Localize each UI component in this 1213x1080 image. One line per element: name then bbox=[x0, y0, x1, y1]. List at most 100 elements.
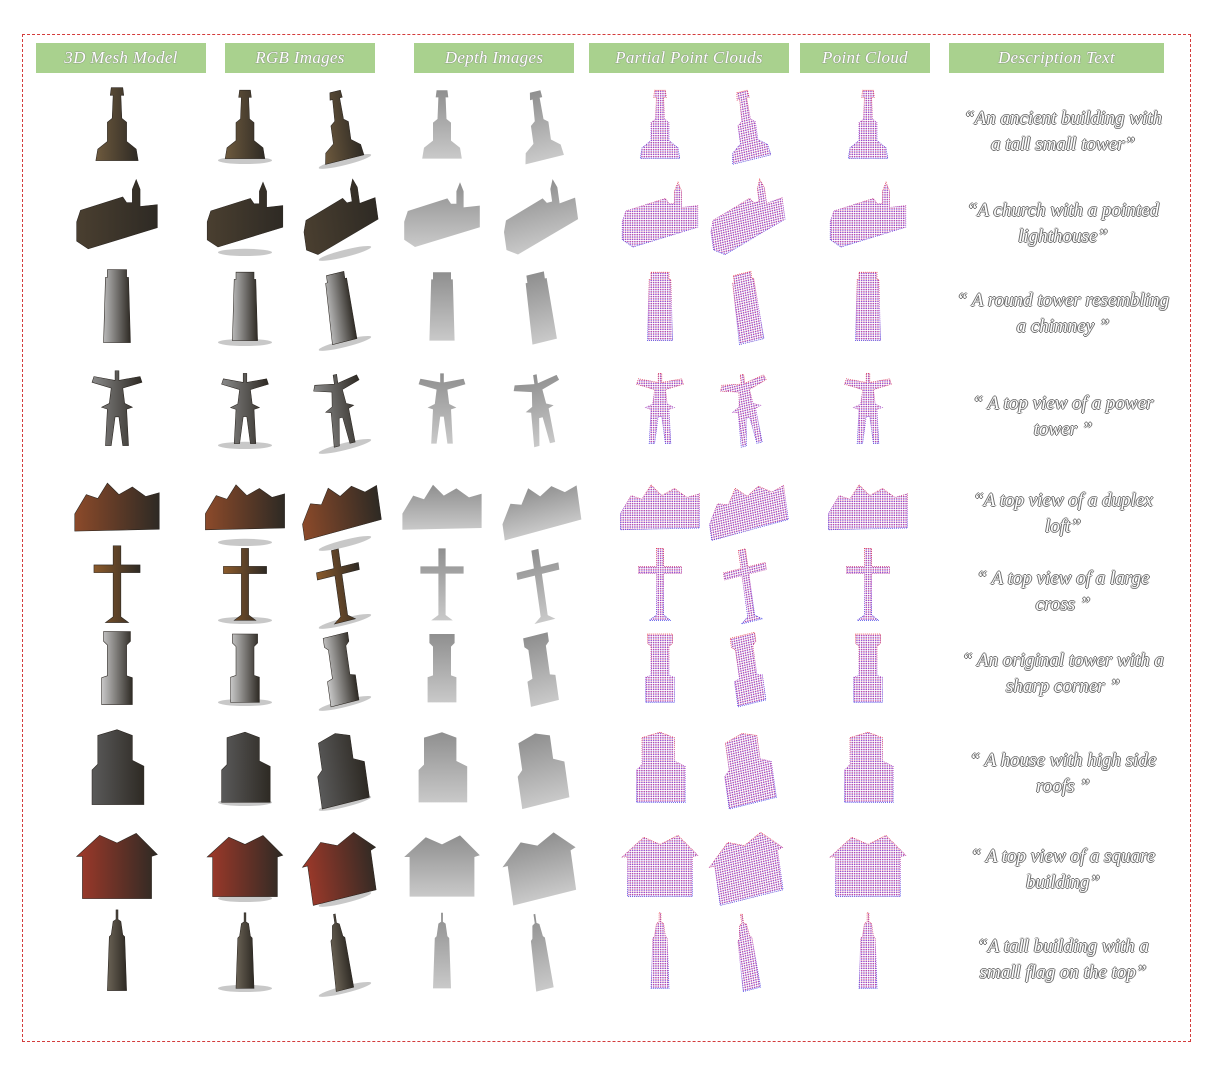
thumbnail-partial bbox=[723, 548, 767, 625]
cell-power-tower-partial-5 bbox=[615, 368, 705, 458]
cell-original-tower-depth-4 bbox=[500, 625, 590, 715]
cell-power-tower-depth-3 bbox=[397, 368, 487, 458]
cell-duplex-loft-rgb-1 bbox=[200, 465, 290, 555]
thumbnail-depth bbox=[530, 913, 554, 992]
description-original-tower: “ An original tower with a sharp corner ” bbox=[938, 648, 1188, 700]
cell-round-tower-rgb-2 bbox=[300, 265, 390, 355]
cell-tall-building-rgb-1 bbox=[200, 911, 290, 1001]
description-tall-building: “A tall building with a small flag on the… bbox=[938, 934, 1188, 986]
description-square-building: “ A top view of a square building” bbox=[938, 844, 1188, 896]
thumbnail-mesh bbox=[103, 269, 131, 343]
thumbnail-cloud bbox=[829, 181, 907, 248]
thumbnail-partial bbox=[737, 913, 762, 993]
cell-round-tower-mesh-0 bbox=[69, 262, 165, 358]
thumbnail-rgb bbox=[301, 831, 377, 907]
cell-large-cross-depth-4 bbox=[500, 543, 590, 633]
thumbnail-cloud bbox=[829, 834, 907, 897]
description-duplex-loft: “A top view of a duplex loft” bbox=[938, 488, 1188, 540]
cell-church-rgb-1 bbox=[200, 175, 290, 265]
thumbnail-partial bbox=[732, 270, 765, 346]
description-line: “A top view of a duplex bbox=[973, 490, 1153, 511]
cell-tall-building-rgb-2 bbox=[300, 911, 390, 1001]
cell-high-side-roofs-mesh-0 bbox=[69, 722, 165, 818]
thumbnail-depth bbox=[517, 733, 570, 810]
thumbnail-depth bbox=[422, 90, 462, 159]
cell-original-tower-mesh-0 bbox=[69, 622, 165, 718]
thumbnail-rgb bbox=[318, 89, 372, 169]
thumbnail-partial bbox=[647, 271, 673, 341]
cell-high-side-roofs-partial-6 bbox=[707, 725, 797, 815]
cell-original-tower-cloud-7 bbox=[823, 625, 913, 715]
cell-high-side-roofs-cloud-7 bbox=[823, 725, 913, 815]
description-line: “ A top view of a square bbox=[970, 846, 1156, 867]
thumbnail-mesh bbox=[101, 631, 133, 705]
thumbnail-cloud bbox=[858, 912, 878, 989]
cell-church-depth-4 bbox=[500, 175, 590, 265]
cell-ancient-building-mesh-0 bbox=[69, 80, 165, 176]
thumbnail-cloud bbox=[847, 89, 889, 159]
figure-frame bbox=[22, 34, 1191, 1042]
thumbnail-cloud bbox=[828, 484, 908, 531]
thumbnail-rgb bbox=[218, 373, 272, 449]
thumbnail-depth bbox=[429, 272, 455, 341]
cell-tall-building-depth-4 bbox=[500, 911, 590, 1001]
thumbnail-partial bbox=[708, 831, 784, 906]
thumbnail-rgb bbox=[318, 913, 372, 997]
cell-ancient-building-partial-5 bbox=[615, 83, 705, 173]
cell-round-tower-depth-3 bbox=[397, 265, 487, 355]
cell-church-rgb-2 bbox=[300, 175, 390, 265]
cell-round-tower-cloud-7 bbox=[823, 265, 913, 355]
cell-square-building-partial-6 bbox=[707, 821, 797, 911]
thumbnail-depth bbox=[525, 90, 564, 165]
thumbnail-mesh bbox=[74, 482, 160, 532]
thumbnail-depth bbox=[433, 912, 451, 989]
description-ancient-building: “An ancient building with a tall small to… bbox=[938, 106, 1188, 158]
description-line: sharp corner ” bbox=[1005, 676, 1120, 697]
cell-tall-building-cloud-7 bbox=[823, 911, 913, 1001]
cell-tall-building-partial-5 bbox=[615, 911, 705, 1001]
cell-square-building-depth-4 bbox=[500, 821, 590, 911]
cell-round-tower-depth-4 bbox=[500, 265, 590, 355]
cell-square-building-partial-5 bbox=[615, 821, 705, 911]
description-line: roofs ” bbox=[1036, 776, 1090, 797]
thumbnail-depth bbox=[523, 632, 559, 707]
description-line: a chimney ” bbox=[1016, 316, 1110, 337]
cell-large-cross-partial-6 bbox=[707, 543, 797, 633]
description-line: “A church with a pointed bbox=[966, 200, 1160, 221]
thumbnail-partial bbox=[620, 484, 700, 531]
cell-power-tower-partial-6 bbox=[707, 368, 797, 458]
cell-ancient-building-rgb-1 bbox=[200, 83, 290, 173]
cell-original-tower-partial-6 bbox=[707, 625, 797, 715]
description-line: “ An original tower with a bbox=[962, 650, 1164, 671]
cell-large-cross-partial-5 bbox=[615, 543, 705, 633]
description-line: a tall small tower” bbox=[990, 134, 1136, 155]
cell-square-building-rgb-2 bbox=[300, 821, 390, 911]
description-high-side-roofs: “ A house with high side roofs ” bbox=[938, 748, 1188, 800]
thumbnail-rgb bbox=[316, 548, 372, 629]
thumbnail-mesh bbox=[93, 545, 141, 623]
description-line: loft” bbox=[1045, 516, 1081, 537]
cell-church-cloud-7 bbox=[823, 175, 913, 265]
thumbnail-depth bbox=[525, 271, 557, 345]
description-line: “ A house with high side bbox=[969, 750, 1157, 771]
thumbnail-partial bbox=[729, 631, 767, 708]
thumbnail-cloud bbox=[853, 633, 883, 703]
cell-ancient-building-cloud-7 bbox=[823, 83, 913, 173]
cell-round-tower-rgb-1 bbox=[200, 265, 290, 355]
thumbnail-depth bbox=[502, 485, 582, 541]
cell-church-depth-3 bbox=[397, 175, 487, 265]
thumbnail-depth bbox=[516, 548, 560, 625]
description-line: “ A top view of a large bbox=[976, 568, 1150, 589]
cell-original-tower-partial-5 bbox=[615, 625, 705, 715]
cell-high-side-roofs-rgb-1 bbox=[200, 725, 290, 815]
cell-high-side-roofs-depth-3 bbox=[397, 725, 487, 815]
cell-round-tower-partial-5 bbox=[615, 265, 705, 355]
header-text: Description Text bbox=[949, 43, 1164, 73]
cell-duplex-loft-mesh-0 bbox=[69, 462, 165, 558]
thumbnail-cloud bbox=[844, 373, 892, 444]
cell-square-building-cloud-7 bbox=[823, 821, 913, 911]
thumbnail-depth bbox=[513, 374, 560, 448]
thumbnail-rgb bbox=[218, 731, 272, 806]
cell-duplex-loft-depth-4 bbox=[500, 465, 590, 555]
cell-square-building-rgb-1 bbox=[200, 821, 290, 911]
